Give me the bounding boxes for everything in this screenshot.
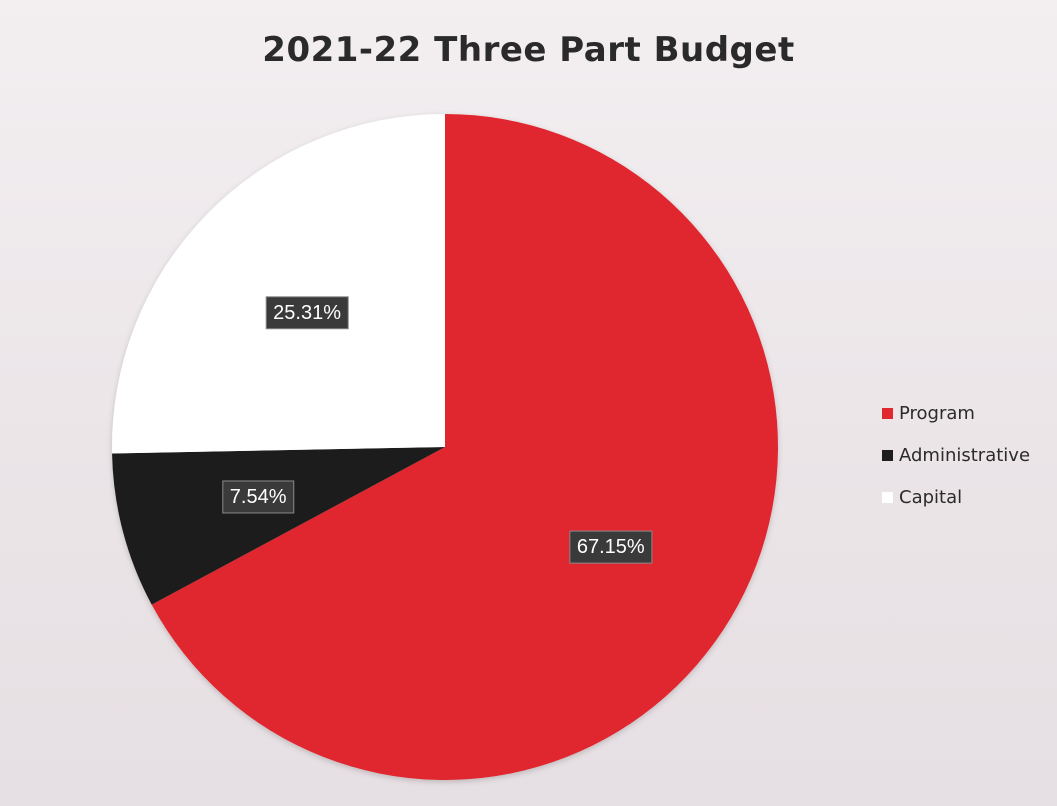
legend-swatch-capital — [882, 491, 893, 503]
data-label-text-capital: 25.31% — [273, 302, 341, 324]
data-label-administrative: 7.54% — [222, 480, 295, 514]
legend-label-capital: Capital — [899, 486, 963, 508]
data-label-box-capital — [265, 296, 349, 330]
data-label-capital: 25.31% — [265, 296, 349, 330]
data-label-box-administrative — [222, 480, 295, 514]
pie-slice-administrative — [112, 447, 445, 605]
legend-item-administrative: Administrative — [882, 434, 1052, 476]
data-label-box-program — [569, 530, 653, 564]
legend-item-capital: Capital — [882, 476, 1052, 518]
legend-label-administrative: Administrative — [899, 444, 1031, 466]
pie-slice-capital — [111, 114, 445, 454]
legend-swatch-program — [882, 407, 893, 419]
legend-item-program: Program — [882, 392, 1052, 434]
data-label-text-administrative: 7.54% — [230, 486, 287, 508]
chart-title: 2021-22 Three Part Budget — [262, 30, 795, 70]
legend-swatch-administrative — [882, 449, 893, 461]
data-label-program: 67.15% — [569, 530, 653, 564]
pie-slice-program — [151, 114, 779, 780]
legend-label-program: Program — [899, 402, 975, 424]
data-label-text-program: 67.15% — [577, 536, 645, 558]
legend: Program Administrative Capital — [882, 392, 1052, 518]
